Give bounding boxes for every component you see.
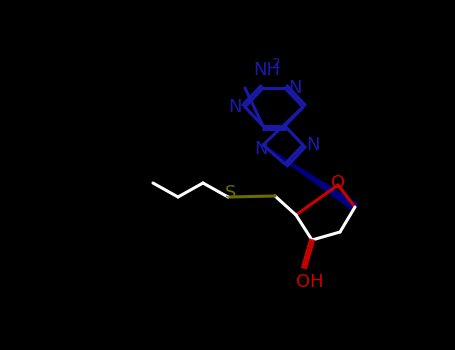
Text: S: S [225,184,237,202]
Text: N: N [306,136,320,154]
Polygon shape [263,145,357,210]
Text: O: O [331,174,345,192]
Text: N: N [228,98,242,116]
Text: N: N [254,140,268,158]
Text: OH: OH [296,273,324,291]
Text: 2: 2 [272,57,280,71]
Text: N: N [288,79,302,97]
Text: NH: NH [253,61,280,79]
